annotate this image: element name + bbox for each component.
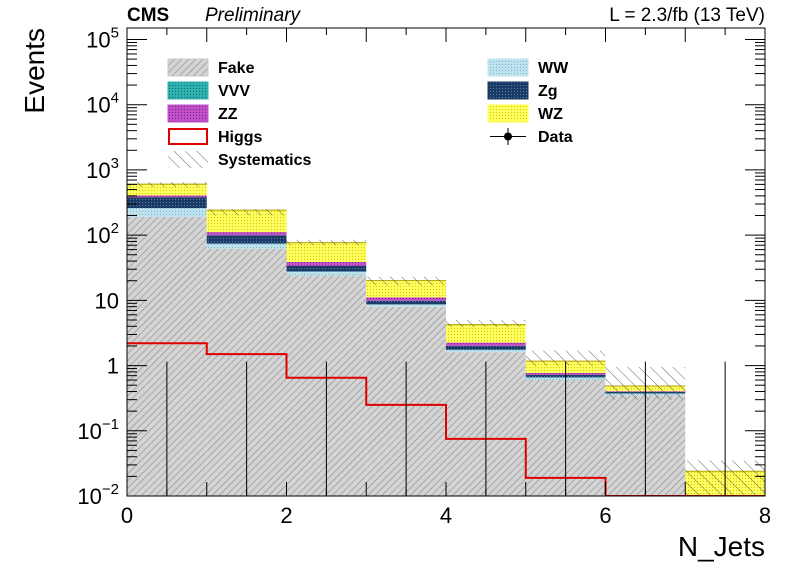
syst-bin-4: [446, 319, 526, 328]
syst-bin-3: [366, 276, 446, 286]
y-tick-label: 10: [95, 288, 119, 313]
bar-ww-bin-4: [446, 350, 526, 353]
bar-ww-bin-2: [286, 271, 367, 276]
x-tick-label: 4: [440, 503, 452, 528]
syst-bin-1: [206, 209, 287, 216]
syst-bin-5: [525, 350, 606, 366]
legend-vvv-label: VVV: [218, 83, 250, 100]
y-tick-label: 104: [86, 90, 119, 118]
bar-wz-bin-2: [286, 242, 367, 263]
legend-zz-swatch: [167, 104, 209, 123]
bar-zg-bin-3: [366, 300, 446, 305]
y-tick-label: 10−2: [77, 481, 119, 509]
bar-wz-bin-4: [446, 324, 526, 343]
x-tick-label: 2: [280, 503, 292, 528]
bar-zz-bin-3: [366, 297, 446, 301]
legend-ww-swatch: [487, 58, 529, 77]
syst-bin-2: [286, 239, 367, 246]
legend-ww-label: WW: [538, 60, 569, 77]
legend-higgs-label: Higgs: [218, 129, 263, 146]
data-points: [166, 361, 726, 496]
bar-ww-bin-1: [206, 243, 287, 249]
bar-zz-bin-0: [127, 195, 207, 198]
legend-data-marker: [504, 132, 512, 141]
legend-vvv-swatch: [167, 81, 209, 100]
bar-zg-bin-0: [127, 197, 207, 209]
y-tick-label: 1: [107, 354, 119, 379]
bar-ww-bin-0: [127, 208, 207, 217]
bar-wz-bin-0: [127, 184, 207, 196]
legend-systematics-label: Systematics: [218, 152, 311, 169]
legend-data-label: Data: [538, 129, 573, 146]
legend-systematics-swatch: [168, 151, 208, 168]
bar-zg-bin-4: [446, 345, 526, 350]
bar-zg-bin-1: [206, 235, 287, 244]
legend-zg-swatch: [487, 81, 529, 100]
x-tick-label: 8: [759, 503, 771, 528]
legend-fake-label: Fake: [218, 60, 255, 77]
y-tick-label: 105: [86, 24, 119, 52]
x-tick-label: 6: [599, 503, 611, 528]
x-axis-ticks: 0 2 4 6 8: [121, 28, 771, 528]
bar-ww-bin-3: [366, 304, 446, 307]
y-tick-label: 103: [86, 155, 119, 183]
y-axis-title: Events: [19, 28, 50, 114]
bar-wz-bin-1: [206, 210, 287, 233]
x-axis-title: N_Jets: [678, 531, 765, 562]
legend-wz-swatch: [487, 104, 529, 123]
legend: Fake WW VVV Zg ZZ WZ Higgs Data Systematics: [167, 58, 573, 169]
bar-zz-bin-1: [206, 232, 287, 236]
legend-wz-label: WZ: [538, 106, 563, 123]
y-tick-label: 10−1: [77, 416, 119, 444]
legend-zz-label: ZZ: [218, 106, 238, 123]
x-tick-label: 0: [121, 503, 133, 528]
y-axis-ticks: 10−2 10−1 1 10 102 103 104 105: [77, 24, 765, 509]
lumi-label: L = 2.3/fb (13 TeV): [609, 5, 765, 26]
bar-zg-bin-2: [286, 265, 367, 272]
legend-fake-swatch: [167, 58, 209, 77]
bar-zz-bin-2: [286, 262, 367, 266]
stacked-histogram: [127, 183, 765, 496]
experiment-label: CMS: [127, 5, 169, 26]
y-tick-label: 102: [86, 220, 119, 248]
syst-bin-0: [127, 182, 207, 187]
status-label: Preliminary: [205, 5, 302, 26]
bar-zz-bin-4: [446, 342, 526, 346]
legend-zg-label: Zg: [538, 83, 558, 100]
legend-higgs-swatch: [168, 128, 208, 145]
